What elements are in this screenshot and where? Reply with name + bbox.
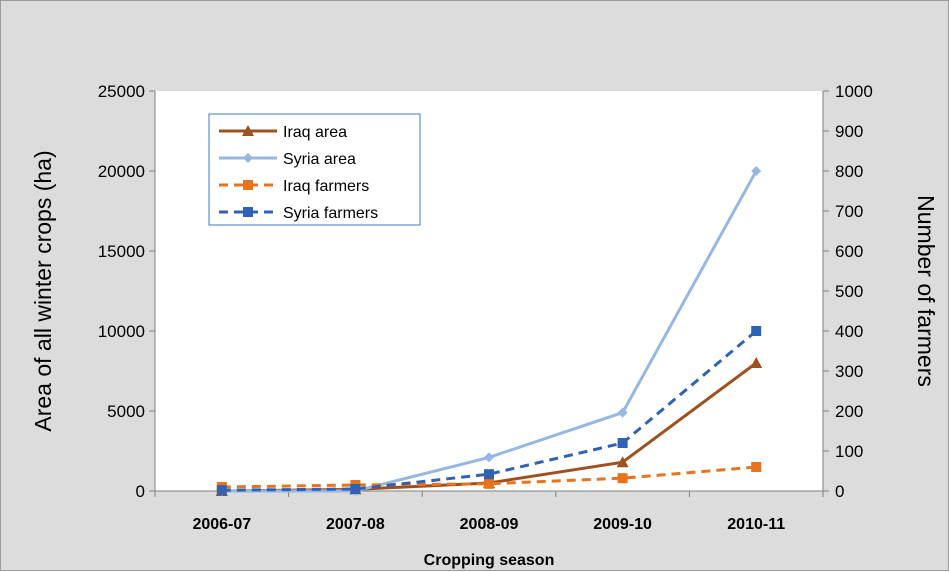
data-point-syria-farmers	[751, 326, 762, 336]
legend-marker-syria-area	[243, 153, 253, 163]
y2-tick-label: 800	[835, 162, 863, 181]
legend-marker-iraq-farmers	[243, 180, 253, 190]
y-axis-title: Area of all winter crops (ha)	[30, 150, 56, 431]
y2-axis-title: Number of farmers	[913, 195, 939, 387]
legend-marker-iraq-area	[242, 125, 254, 136]
x-axis-title: Cropping season	[424, 552, 555, 569]
y2-tick-label: 600	[835, 242, 863, 261]
y2-tick-label: 0	[835, 482, 844, 501]
data-point-iraq-area	[750, 357, 763, 368]
data-point-syria-area	[484, 452, 494, 463]
x-tick-label: 2008-09	[460, 516, 519, 533]
data-point-syria-farmers	[484, 469, 494, 480]
series-syria-farmers	[216, 326, 762, 496]
y2-tick-label: 100	[835, 442, 863, 461]
x-tick-label: 2010-11	[727, 516, 785, 533]
legend-label-iraq-area: Iraq area	[283, 124, 347, 141]
legend-label-syria-farmers: Syria farmers	[283, 205, 378, 222]
y-tick-label: 25000	[98, 82, 145, 101]
data-point-syria-area	[617, 407, 628, 418]
y-tick-label: 15000	[98, 242, 145, 261]
y2-tick-label: 900	[835, 122, 863, 141]
y2-tick-label: 200	[835, 402, 863, 421]
data-point-syria-farmers	[617, 438, 628, 448]
legend: Iraq area Syria area Iraq farmers Syria far…	[208, 113, 421, 226]
data-point-syria-farmers	[350, 484, 361, 494]
y-tick-label: 10000	[98, 322, 145, 341]
data-point-iraq-area	[616, 456, 629, 468]
x-tick-label: 2006-07	[192, 516, 251, 533]
y-tick-label: 0	[136, 482, 145, 501]
legend-marker-syria-farmers	[243, 207, 253, 217]
y2-tick-label: 500	[835, 282, 863, 301]
data-point-iraq-farmers	[751, 462, 762, 472]
data-point-iraq-farmers	[484, 478, 494, 489]
legend-label-iraq-farmers: Iraq farmers	[283, 178, 369, 195]
x-tick-label: 2009-10	[593, 516, 652, 533]
y-tick-label: 20000	[98, 162, 145, 181]
legend-label-syria-area: Syria area	[283, 151, 356, 168]
data-point-iraq-farmers	[617, 473, 628, 484]
x-tick-label: 2007-08	[326, 516, 385, 533]
y2-tick-label: 400	[835, 322, 863, 341]
data-point-syria-area	[751, 166, 762, 176]
y2-tick-label: 700	[835, 202, 863, 221]
y2-tick-label: 1000	[835, 82, 873, 101]
data-point-syria-farmers	[216, 485, 227, 496]
y-tick-label: 5000	[107, 402, 145, 421]
y2-tick-label: 300	[835, 362, 863, 381]
